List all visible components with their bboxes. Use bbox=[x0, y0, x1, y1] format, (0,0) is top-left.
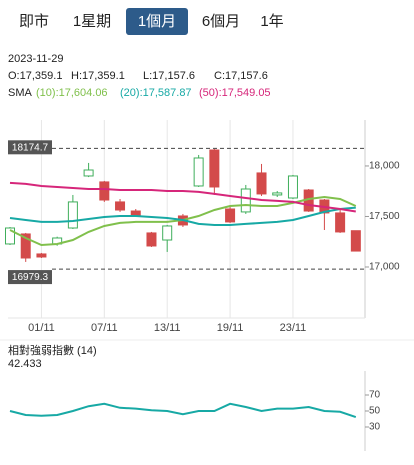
candle-body bbox=[83, 169, 94, 177]
sma-label: SMA bbox=[8, 87, 33, 99]
reference-label: 16979.3 bbox=[12, 272, 49, 283]
x-tick-label: 19/11 bbox=[217, 322, 244, 334]
legend-name: (10) bbox=[36, 87, 56, 99]
candle-body bbox=[99, 181, 110, 201]
x-tick-label: 07/11 bbox=[91, 322, 118, 334]
candle-body bbox=[162, 225, 173, 241]
rsi-tick-label: 50 bbox=[369, 406, 381, 417]
legend-entry: (10):17,604.06 bbox=[36, 87, 108, 99]
candle-body bbox=[209, 149, 220, 188]
candle-body bbox=[287, 175, 298, 199]
x-tick-label: 23/11 bbox=[280, 322, 307, 334]
candle-body bbox=[256, 172, 267, 195]
rsi-value: 42.433 bbox=[8, 358, 42, 370]
candle-body bbox=[115, 201, 126, 211]
legend-entry: (20):17,587.87 bbox=[120, 87, 192, 99]
tab[interactable]: 1個月 bbox=[138, 13, 176, 30]
ohlc-label: H:17,359.1 bbox=[71, 70, 125, 82]
rsi-title: 相對強弱指數 (14) bbox=[8, 343, 97, 357]
tab[interactable]: 1年 bbox=[260, 13, 283, 30]
legend-value: :17,587.87 bbox=[140, 87, 192, 99]
y-tick-label: 17,500 bbox=[369, 211, 400, 222]
reference-label-bg bbox=[8, 270, 52, 285]
y-tick-label: 17,000 bbox=[369, 262, 400, 273]
tab-selected-bg bbox=[126, 8, 188, 35]
candle-body bbox=[146, 232, 157, 247]
y-tick-label: 18,000 bbox=[369, 161, 400, 172]
candle-body bbox=[193, 157, 204, 187]
candle-body bbox=[272, 192, 283, 196]
rsi-line bbox=[9, 402, 357, 419]
tab[interactable]: 1星期 bbox=[73, 13, 111, 30]
tab[interactable]: 6個月 bbox=[202, 13, 240, 30]
legend-value: :17,604.06 bbox=[56, 87, 108, 99]
candle-body bbox=[350, 230, 361, 252]
legend-value: :17,549.05 bbox=[219, 87, 271, 99]
ohlc-label: C:17,157.6 bbox=[214, 70, 268, 82]
legend-name: (50) bbox=[199, 87, 219, 99]
sma-line bbox=[9, 206, 356, 226]
ohlc-label: O:17,359.1 bbox=[8, 70, 62, 82]
candle-body bbox=[225, 208, 236, 223]
x-tick-label: 01/11 bbox=[28, 322, 55, 334]
rsi-tick-label: 70 bbox=[369, 390, 381, 401]
candle-body bbox=[240, 188, 251, 213]
candle-body bbox=[5, 227, 15, 245]
sma-line bbox=[9, 181, 356, 213]
x-tick-label: 13/11 bbox=[154, 322, 181, 334]
candle-body bbox=[20, 233, 31, 259]
date: 2023-11-29 bbox=[8, 53, 63, 65]
rsi-tick-label: 30 bbox=[369, 422, 381, 433]
legend-entry: (50):17,549.05 bbox=[199, 87, 271, 99]
reference-label-bg bbox=[8, 140, 52, 155]
reference-label: 18174.7 bbox=[12, 142, 49, 153]
candle-body bbox=[36, 253, 47, 258]
ohlc-label: L:17,157.6 bbox=[143, 70, 195, 82]
candle-body bbox=[67, 201, 78, 229]
candle-body bbox=[335, 212, 346, 233]
tab[interactable]: 即市 bbox=[19, 13, 49, 30]
legend-name: (20) bbox=[120, 87, 140, 99]
